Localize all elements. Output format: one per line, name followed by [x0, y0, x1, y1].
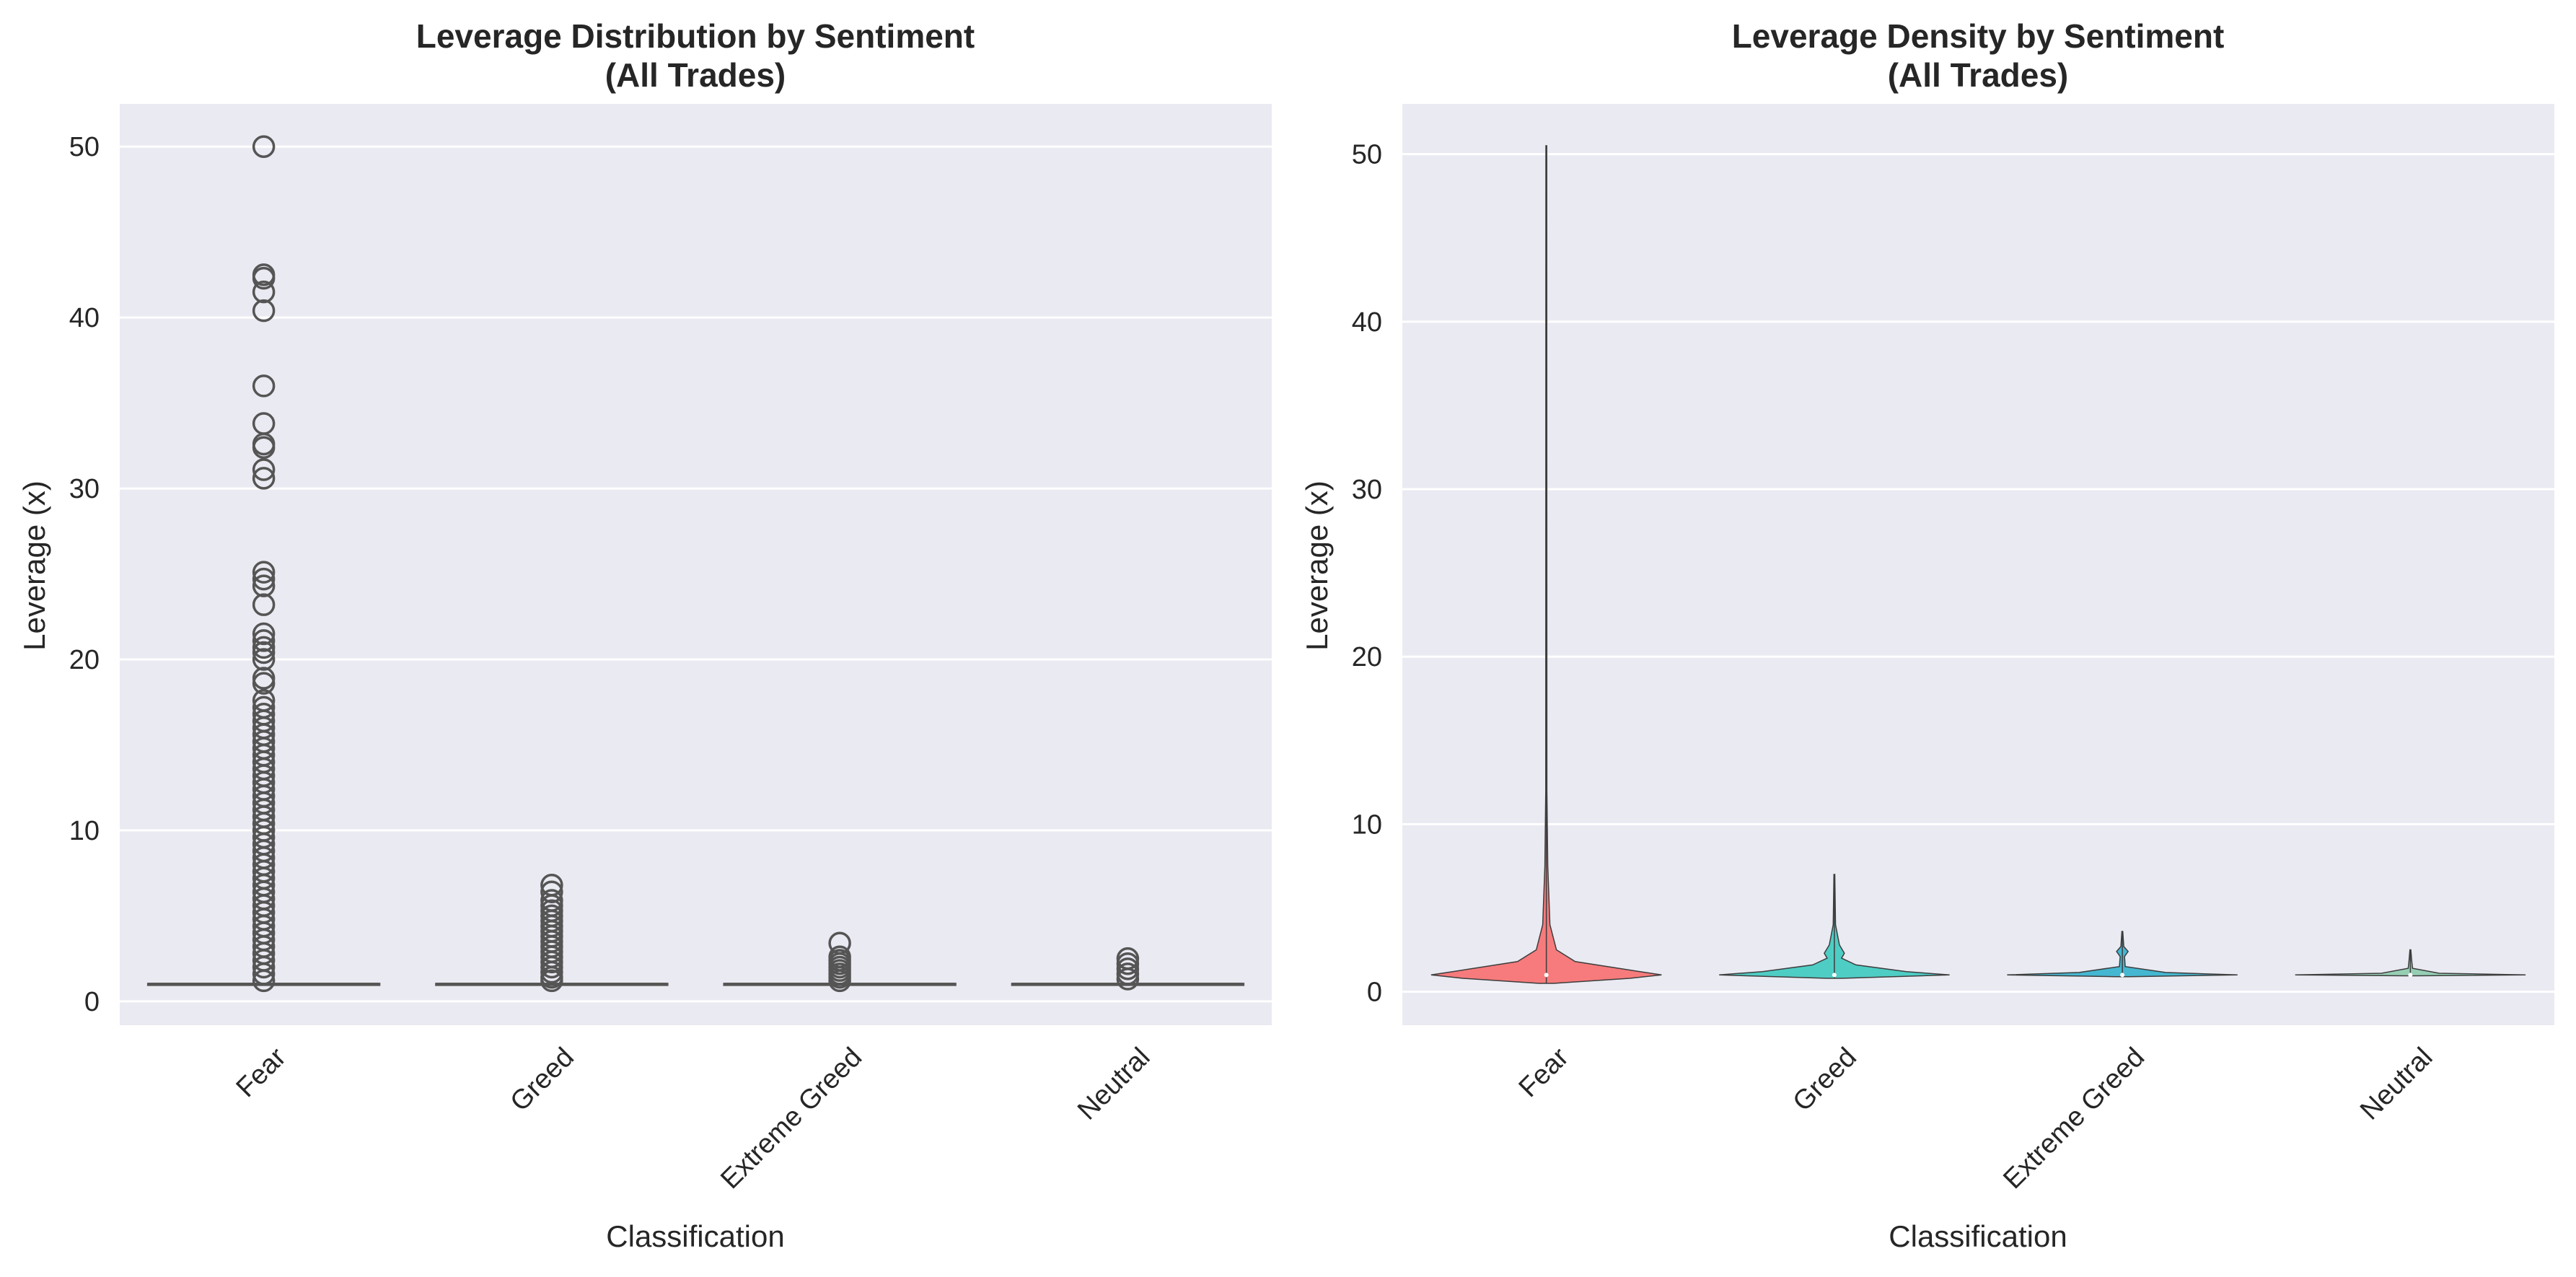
box-plot-y-tick-label: 30 [69, 474, 100, 504]
outlier-point [252, 135, 276, 158]
violin-plot-title-line-1: Leverage Density by Sentiment [1732, 17, 2225, 55]
outlier-point [252, 622, 276, 646]
outlier-point [252, 299, 276, 322]
box-plot-x-axis-label: Classification [606, 1219, 784, 1253]
outlier-point [252, 962, 276, 986]
box-plot-panel: Leverage Distribution by Sentiment (All … [17, 17, 1272, 1253]
box-plot-y-tick-label: 10 [69, 816, 100, 846]
outlier-point [252, 593, 276, 616]
violin-plot-title-line-2: (All Trades) [1888, 56, 2069, 94]
box-plot-title-line-1: Leverage Distribution by Sentiment [416, 17, 975, 55]
box-plot-area [120, 104, 1272, 1025]
outlier-point [252, 672, 276, 695]
violin-plot-area [1402, 104, 2554, 1025]
violin-neutral [2295, 949, 2526, 978]
outlier-point [252, 641, 276, 664]
violin-plot-y-tick-label: 10 [1352, 809, 1382, 840]
box-extreme-greed [723, 931, 957, 993]
violin-plot-y-axis-label: Leverage (x) [1300, 480, 1334, 651]
violin-median-dot-extreme-greed [2120, 973, 2125, 978]
outlier-point [252, 280, 276, 304]
box-plot-gridlines [120, 145, 1272, 1003]
violin-plot-y-tick-label: 30 [1352, 475, 1382, 505]
outlier-point [540, 969, 563, 993]
outlier-point [252, 374, 276, 398]
violin-plot-y-tick-label: 50 [1352, 140, 1382, 170]
box-plot-y-tick-label: 40 [69, 303, 100, 333]
outlier-point [252, 567, 276, 591]
box-fear [146, 135, 381, 993]
violin-plot-y-tick-label: 0 [1367, 978, 1382, 1008]
outlier-point [828, 969, 851, 993]
outlier-point [252, 467, 276, 490]
violin-plot-y-ticks: 0 10 20 30 40 50 [1352, 140, 1382, 1008]
box-plot-marks [146, 135, 1245, 993]
outlier-point [252, 629, 276, 652]
violin-median-dot-neutral [2408, 973, 2413, 978]
violin-plot-gridlines [1402, 153, 2554, 993]
outlier-point [252, 648, 276, 671]
box-plot-y-tick-label: 20 [69, 645, 100, 675]
box-plot-y-ticks: 0 10 20 30 40 50 [69, 132, 100, 1017]
violin-plot-x-axis-label: Classification [1889, 1219, 2067, 1253]
box-plot-y-tick-label: 50 [69, 132, 100, 162]
outlier-point [1116, 967, 1140, 991]
box-plot-y-tick-label: 0 [84, 987, 100, 1017]
violin-greed [1719, 874, 1950, 979]
violin-extreme-greed [2007, 931, 2238, 978]
box-plot-title-line-2: (All Trades) [605, 56, 786, 94]
box-neutral [1011, 947, 1245, 991]
outlier-point [252, 561, 276, 584]
outlier-point [252, 266, 276, 290]
outlier-point [252, 955, 276, 979]
violin-fear [1430, 145, 1662, 984]
violin-plot-marks [1430, 145, 2526, 984]
box-plot-y-axis-label: Leverage (x) [17, 480, 51, 651]
outlier-point [252, 969, 276, 993]
outlier-point [252, 574, 276, 597]
outlier-point [540, 880, 563, 903]
violin-plot-y-tick-label: 40 [1352, 307, 1382, 338]
violin-median-dot-fear [1544, 973, 1549, 978]
outlier-point [252, 458, 276, 481]
outlier-point [252, 436, 276, 459]
box-greed [435, 873, 669, 993]
violin-plot-y-tick-label: 20 [1352, 642, 1382, 672]
violin-median-dot-greed [1832, 973, 1837, 978]
